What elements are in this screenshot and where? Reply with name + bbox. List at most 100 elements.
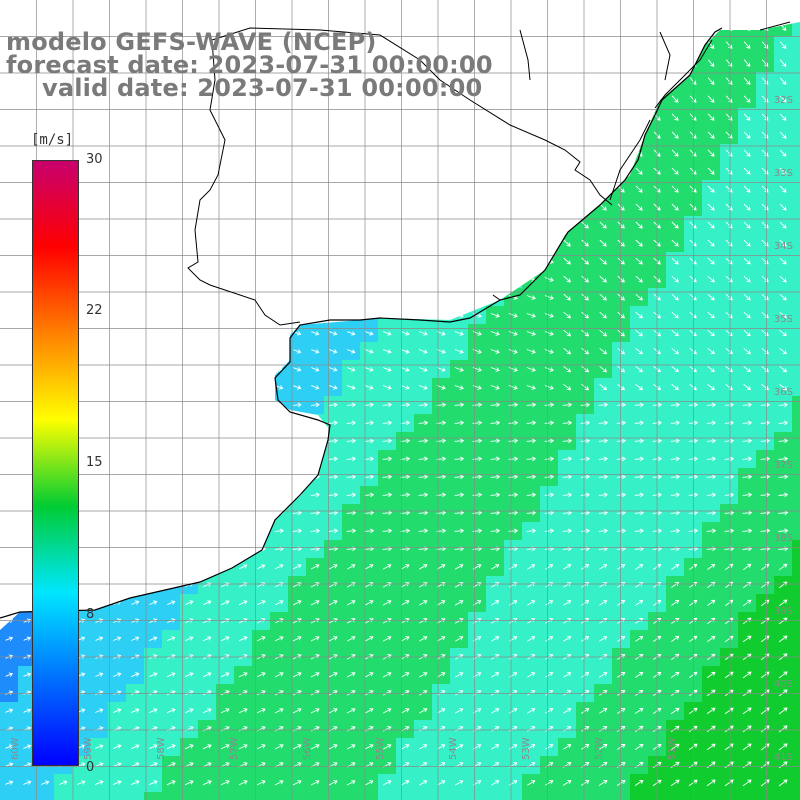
wind-arrow	[78, 7, 85, 11]
wind-arrow	[419, 115, 428, 120]
wind-arrow	[275, 313, 284, 318]
wind-arrow	[689, 564, 698, 570]
wind-arrow	[95, 564, 104, 569]
wind-cell	[90, 432, 109, 451]
wind-cell	[522, 126, 541, 145]
wind-arrow	[5, 367, 14, 372]
wind-arrow	[311, 295, 320, 300]
wind-cell	[162, 450, 181, 469]
wind-arrow	[185, 241, 194, 246]
wind-arrow	[382, 690, 392, 696]
wind-arrow	[346, 708, 356, 714]
wind-arrow	[544, 331, 554, 336]
wind-arrow	[599, 77, 607, 85]
wind-arrow	[383, 205, 392, 210]
wind-arrow	[490, 223, 500, 228]
wind-arrow	[383, 133, 392, 138]
wind-cell	[288, 162, 307, 181]
wind-cell	[288, 432, 307, 451]
wind-arrow	[526, 510, 537, 516]
wind-cell	[378, 234, 397, 253]
wind-arrow	[509, 726, 518, 732]
wind-arrow	[149, 438, 158, 444]
wind-arrow	[581, 257, 589, 265]
wind-cell	[414, 234, 433, 253]
wind-cell	[414, 22, 433, 37]
wind-arrow	[131, 133, 140, 138]
wind-arrow	[419, 169, 428, 174]
wind-arrow	[274, 690, 284, 696]
wind-cell	[468, 22, 487, 37]
wind-arrow	[437, 187, 446, 192]
wind-arrow	[149, 223, 158, 228]
wind-arrow	[581, 311, 589, 319]
wind-cell	[414, 306, 433, 325]
wind-arrow	[706, 779, 716, 787]
wind-arrow	[634, 402, 645, 408]
wind-arrow	[743, 23, 751, 32]
wind-arrow	[346, 744, 356, 750]
wind-cell	[756, 0, 775, 19]
wind-arrow	[508, 492, 519, 498]
wind-arrow	[634, 474, 645, 480]
wind-arrow	[292, 780, 302, 786]
wind-arrow	[455, 187, 464, 192]
wind-arrow	[509, 600, 518, 606]
wind-arrow	[23, 456, 32, 462]
wind-arrow	[743, 41, 751, 49]
wind-arrow	[131, 205, 140, 210]
wind-arrow	[742, 456, 753, 462]
wind-arrow	[725, 95, 733, 103]
wind-arrow	[150, 7, 157, 11]
wind-arrow	[149, 277, 158, 282]
wind-arrow	[490, 187, 500, 192]
wind-arrow	[238, 618, 248, 624]
wind-arrow	[382, 726, 392, 732]
wind-arrow	[778, 563, 788, 571]
lat-label: 39S	[774, 606, 793, 617]
wind-arrow	[635, 672, 644, 678]
wind-arrow	[257, 313, 266, 318]
wind-arrow	[598, 402, 609, 408]
wind-arrow	[508, 528, 519, 534]
wind-arrow	[563, 636, 572, 642]
wind-arrow	[95, 187, 104, 192]
wind-arrow	[113, 313, 122, 318]
wind-arrow	[583, 6, 588, 12]
wind-cell	[90, 342, 109, 361]
wind-cell	[90, 252, 109, 271]
wind-arrow	[311, 223, 320, 228]
wind-arrow	[256, 456, 266, 462]
wind-arrow	[617, 113, 625, 121]
wind-arrow	[149, 133, 158, 138]
wind-cell	[414, 252, 433, 271]
wind-cell	[0, 198, 19, 217]
wind-arrow	[149, 187, 158, 192]
wind-arrow	[346, 528, 357, 534]
wind-cell	[468, 162, 487, 181]
wind-cell	[324, 108, 343, 127]
wind-cell	[72, 126, 91, 145]
wind-arrow	[454, 600, 464, 606]
wind-arrow	[382, 492, 393, 498]
wind-arrow	[383, 241, 392, 246]
wind-cell	[468, 270, 487, 289]
wind-cell	[558, 72, 577, 91]
wind-cell	[126, 198, 145, 217]
wind-cell	[126, 162, 145, 181]
wind-arrow	[581, 383, 590, 391]
wind-arrow	[292, 636, 302, 642]
wind-cell	[108, 576, 127, 595]
wind-arrow	[95, 385, 104, 390]
wind-arrow	[635, 23, 643, 31]
wind-arrow	[238, 672, 248, 678]
wind-cell	[198, 306, 217, 325]
wind-arrow	[706, 402, 717, 408]
wind-arrow	[364, 744, 374, 750]
wind-arrow	[400, 600, 410, 606]
wind-cell	[360, 108, 379, 127]
wind-arrow	[670, 492, 681, 498]
wind-arrow	[671, 131, 679, 139]
wind-arrow	[563, 293, 571, 301]
wind-arrow	[275, 420, 284, 426]
